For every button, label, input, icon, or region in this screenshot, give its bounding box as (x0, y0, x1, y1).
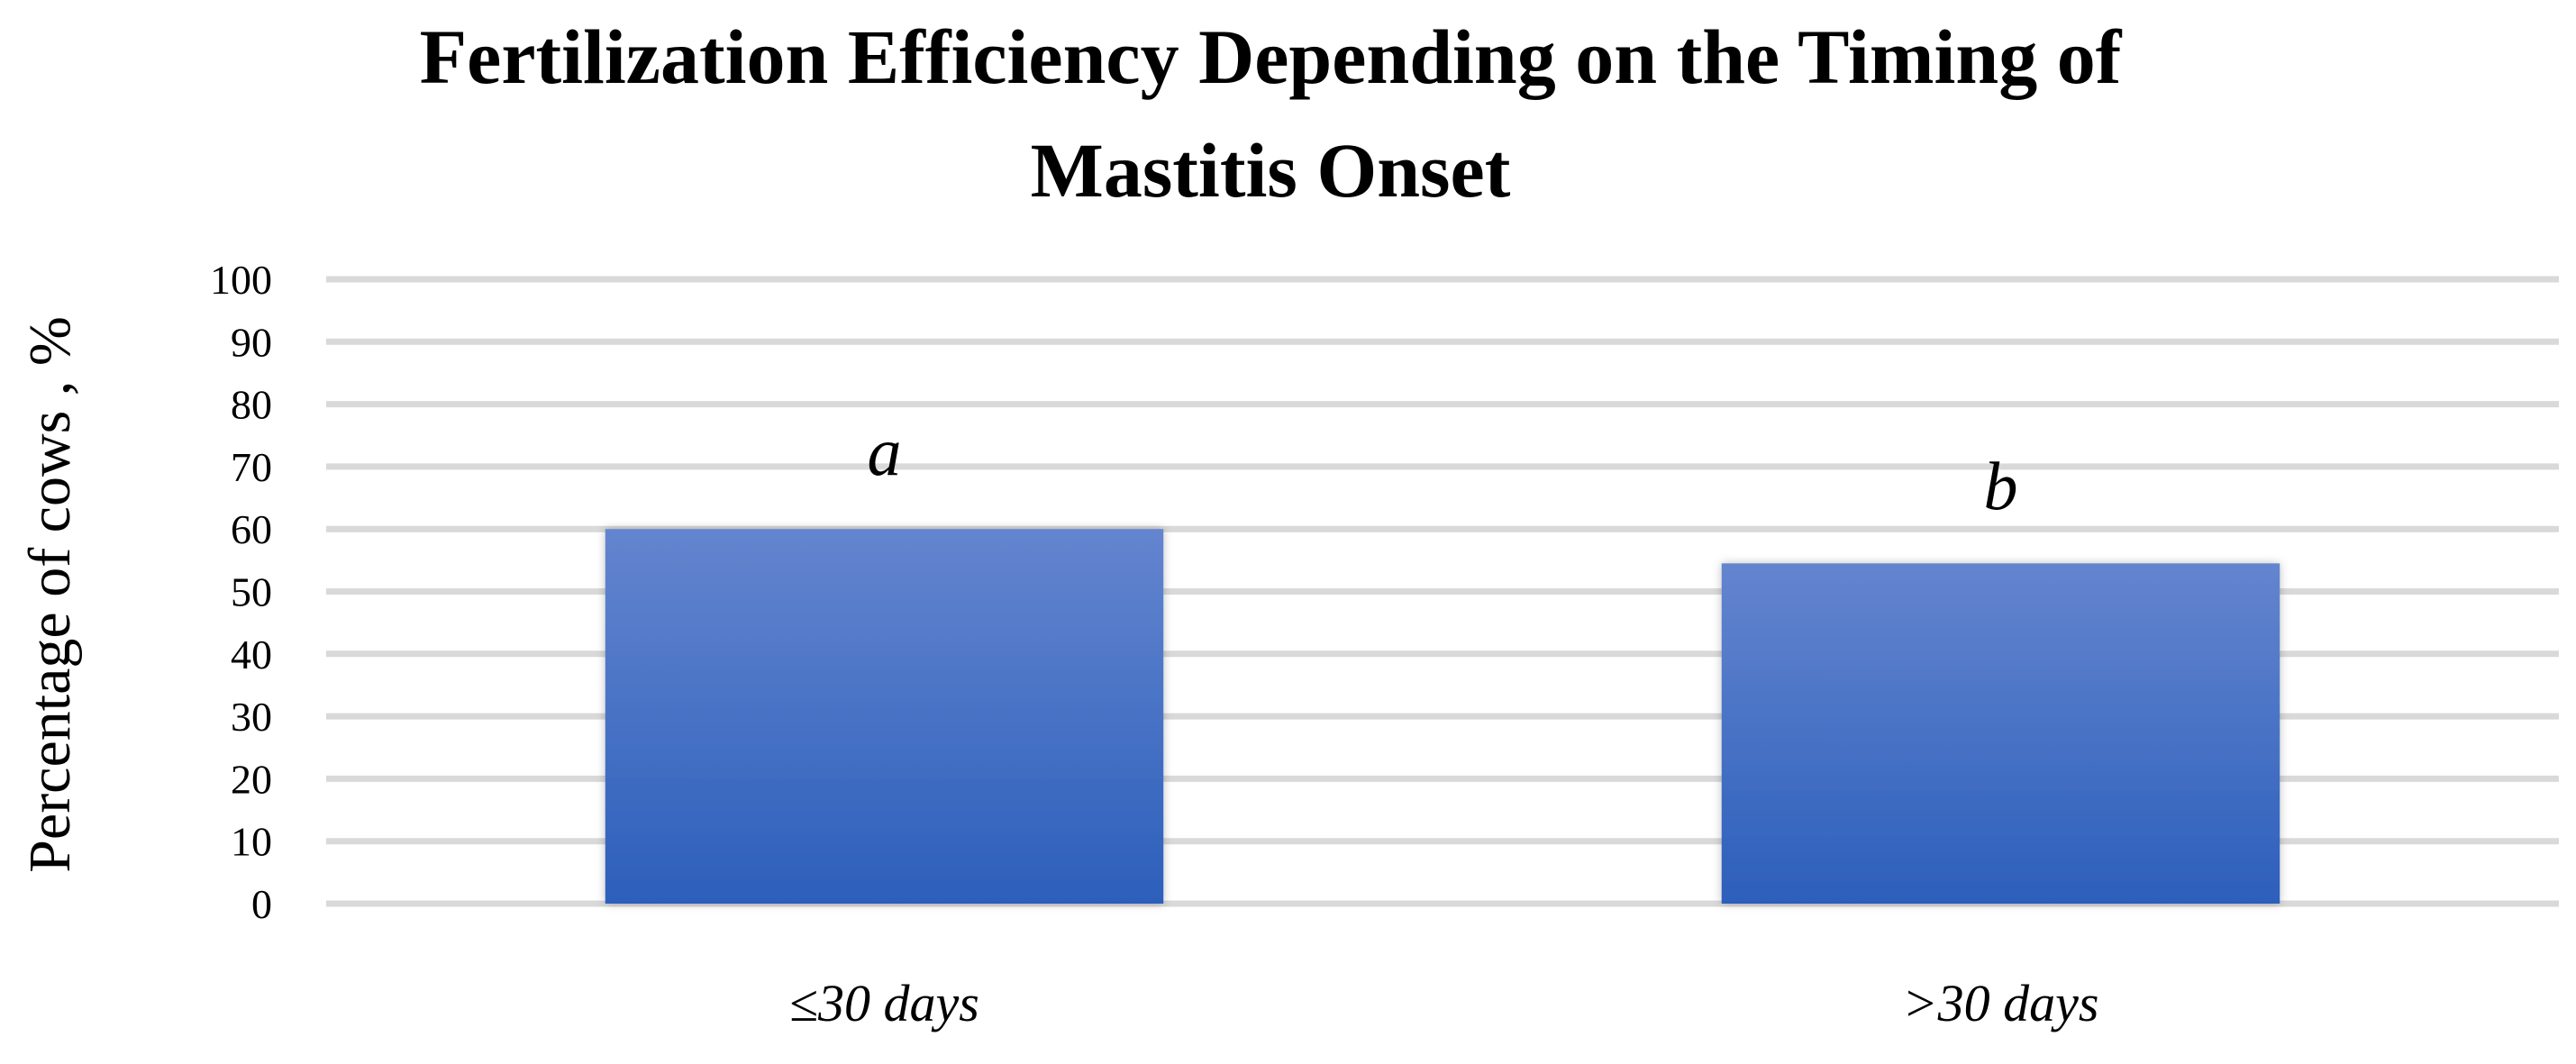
x-category-label-2: >30 days (1903, 974, 2099, 1032)
y-tick-label: 10 (231, 819, 272, 865)
y-tick-label: 30 (231, 694, 272, 740)
y-tick-label: 100 (210, 257, 272, 303)
y-axis-ticks: 0 10 20 30 40 50 60 70 80 90 100 (210, 257, 272, 927)
y-tick-label: 70 (231, 444, 272, 490)
y-tick-label: 20 (231, 756, 272, 802)
y-tick-label: 50 (231, 569, 272, 615)
y-tick-label: 60 (231, 506, 272, 552)
y-tick-label: 0 (251, 881, 272, 927)
bar-annotation-2: b (1984, 449, 2018, 524)
x-axis-categories: ≤30 days >30 days (789, 974, 2098, 1032)
bars (605, 529, 2280, 904)
x-category-label-1: ≤30 days (789, 974, 979, 1032)
y-axis-label: Percentage of cows , % (17, 316, 83, 873)
bar-2 (1721, 563, 2280, 904)
y-tick-label: 40 (231, 632, 272, 678)
y-tick-label: 80 (231, 382, 272, 428)
bar-annotation-1: a (868, 414, 902, 490)
y-tick-label: 90 (231, 319, 272, 365)
chart-title-line-2: Mastitis Onset (1031, 127, 1511, 214)
bar-1 (605, 529, 1164, 904)
chart-title-line-1: Fertilization Efficiency Depending on th… (420, 14, 2123, 100)
